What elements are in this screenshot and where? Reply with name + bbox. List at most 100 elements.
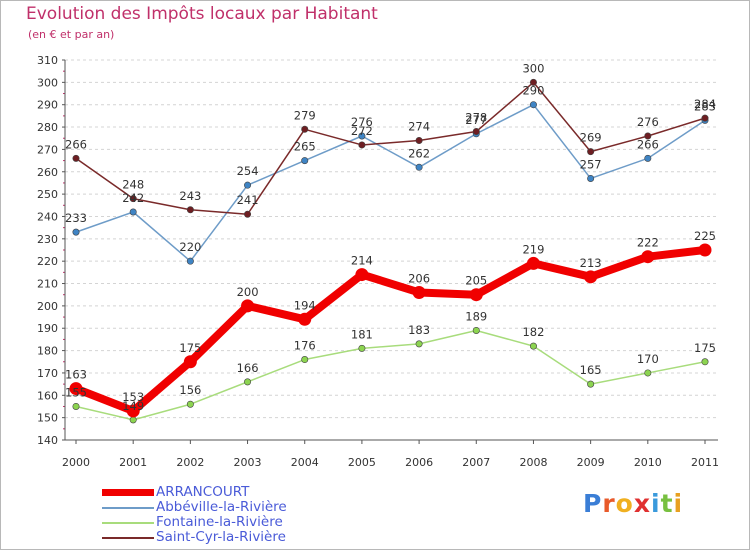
data-point-arrancourt-2002 <box>183 355 197 369</box>
legend-label-abbeville: Abbéville-la-Rivière <box>156 499 287 515</box>
data-label-fontaine-la-rivi-re-2002: 156 <box>179 383 201 397</box>
y-tick-label-250: 250 <box>37 188 58 201</box>
legend-swatch-saint-cyr <box>102 536 154 539</box>
data-point-fontaine-la-rivi-re-2011 <box>701 358 709 366</box>
data-point-arrancourt-2001 <box>126 404 140 418</box>
x-tick-label-2006: 2006 <box>405 456 433 469</box>
x-tick-label-2009: 2009 <box>577 456 605 469</box>
proxiti-logo: Proxiti <box>583 489 683 518</box>
legend-item-abbeville[interactable]: Abbéville-la-Rivière <box>102 500 287 515</box>
data-label-saint-cyr-la-rivi-re-2008: 300 <box>522 61 544 75</box>
data-point-arrancourt-2005 <box>355 268 369 282</box>
data-point-abb-ville-la-rivi-re-2002 <box>186 257 194 265</box>
data-label-abb-ville-la-rivi-re-2006: 262 <box>408 146 430 160</box>
y-tick-label-290: 290 <box>37 99 58 112</box>
data-label-fontaine-la-rivi-re-2008: 182 <box>522 325 544 339</box>
data-label-arrancourt-2001: 153 <box>122 390 144 404</box>
data-point-saint-cyr-la-rivi-re-2009 <box>587 148 595 156</box>
logo-letter: i <box>673 489 684 518</box>
data-point-fontaine-la-rivi-re-2000 <box>72 402 80 410</box>
y-tick-label-180: 180 <box>37 345 58 358</box>
data-label-saint-cyr-la-rivi-re-2000: 266 <box>65 137 87 151</box>
data-point-abb-ville-la-rivi-re-2000 <box>72 228 80 236</box>
data-label-abb-ville-la-rivi-re-2003: 254 <box>237 164 259 178</box>
data-label-saint-cyr-la-rivi-re-2004: 279 <box>294 108 316 122</box>
data-point-abb-ville-la-rivi-re-2003 <box>244 181 252 189</box>
data-point-fontaine-la-rivi-re-2009 <box>587 380 595 388</box>
legend: ARRANCOURT Abbéville-la-Rivière Fontaine… <box>102 485 287 545</box>
data-label-abb-ville-la-rivi-re-2001: 242 <box>122 191 144 205</box>
data-label-arrancourt-2008: 219 <box>522 242 544 256</box>
legend-item-saint-cyr[interactable]: Saint-Cyr-la-Rivière <box>102 530 287 545</box>
data-point-arrancourt-2008 <box>526 256 540 270</box>
data-point-arrancourt-2007 <box>469 288 483 302</box>
data-label-abb-ville-la-rivi-re-2002: 220 <box>179 240 201 254</box>
logo-letter: r <box>602 489 616 518</box>
data-point-fontaine-la-rivi-re-2005 <box>358 344 366 352</box>
data-label-arrancourt-2009: 213 <box>580 256 602 270</box>
data-point-abb-ville-la-rivi-re-2004 <box>301 157 309 165</box>
data-label-arrancourt-2003: 200 <box>237 285 259 299</box>
grid-layer <box>65 59 718 419</box>
data-label-abb-ville-la-rivi-re-2008: 290 <box>522 84 544 98</box>
chart-title: Evolution des Impôts locaux par Habitant <box>26 4 378 24</box>
data-label-saint-cyr-la-rivi-re-2007: 278 <box>465 111 487 125</box>
y-tick-label-170: 170 <box>37 367 58 380</box>
logo-letter: t <box>660 489 674 518</box>
data-point-saint-cyr-la-rivi-re-2001 <box>129 195 137 203</box>
data-label-saint-cyr-la-rivi-re-2006: 274 <box>408 119 430 133</box>
y-tick-label-200: 200 <box>37 300 58 313</box>
data-point-fontaine-la-rivi-re-2006 <box>415 340 423 348</box>
data-label-saint-cyr-la-rivi-re-2002: 243 <box>179 189 201 203</box>
legend-item-fontaine[interactable]: Fontaine-la-Rivière <box>102 515 287 530</box>
legend-swatch-fontaine <box>102 521 154 524</box>
series-line-fontaine-la-rivi-re <box>75 329 706 421</box>
series-layer <box>69 78 712 424</box>
data-label-abb-ville-la-rivi-re-2010: 266 <box>637 137 659 151</box>
data-point-arrancourt-2004 <box>298 312 312 326</box>
data-point-abb-ville-la-rivi-re-2008 <box>529 101 537 109</box>
y-tick-label-310: 310 <box>37 54 58 67</box>
data-label-arrancourt-2010: 222 <box>637 236 659 250</box>
data-label-arrancourt-2002: 175 <box>179 341 201 355</box>
data-label-abb-ville-la-rivi-re-2005: 276 <box>351 115 373 129</box>
data-point-abb-ville-la-rivi-re-2001 <box>129 208 137 216</box>
data-label-layer: 233 242 220 254 265 276 262 277 290 257 266 283 155 1… <box>65 61 716 413</box>
data-label-arrancourt-2004: 194 <box>294 298 316 312</box>
data-label-fontaine-la-rivi-re-2004: 176 <box>294 339 316 353</box>
legend-label-arrancourt: ARRANCOURT <box>156 484 250 500</box>
series-line-abb-ville-la-rivi-re <box>75 103 706 262</box>
y-tick-label-190: 190 <box>37 322 58 335</box>
data-point-arrancourt-2003 <box>241 299 255 313</box>
data-label-arrancourt-2005: 214 <box>351 254 373 268</box>
data-label-arrancourt-2006: 206 <box>408 271 430 285</box>
data-label-fontaine-la-rivi-re-2001: 149 <box>122 399 144 413</box>
legend-swatch-abbeville <box>102 506 154 509</box>
y-tick-label-260: 260 <box>37 166 58 179</box>
y-tick-label-280: 280 <box>37 121 58 134</box>
y-tick-label-140: 140 <box>37 434 58 447</box>
y-tick-label-240: 240 <box>37 210 58 223</box>
legend-swatch-arrancourt <box>102 489 154 496</box>
x-tick-label-2004: 2004 <box>291 456 319 469</box>
data-point-arrancourt-2000 <box>69 382 83 396</box>
x-tick-label-2005: 2005 <box>348 456 376 469</box>
series-line-arrancourt <box>72 246 709 415</box>
data-label-saint-cyr-la-rivi-re-2003: 241 <box>237 193 259 207</box>
data-point-saint-cyr-la-rivi-re-2006 <box>415 136 423 144</box>
data-point-saint-cyr-la-rivi-re-2010 <box>644 132 652 140</box>
y-tick-label-300: 300 <box>37 76 58 89</box>
logo-letter: i <box>651 489 661 518</box>
data-point-fontaine-la-rivi-re-2004 <box>301 356 309 364</box>
chart-subtitle: (en € et par an) <box>28 28 115 41</box>
data-label-arrancourt-2011: 225 <box>694 229 716 243</box>
x-tick-label-2001: 2001 <box>119 456 147 469</box>
data-label-fontaine-la-rivi-re-2009: 165 <box>580 363 602 377</box>
x-tick-label-2011: 2011 <box>691 456 719 469</box>
legend-item-arrancourt[interactable]: ARRANCOURT <box>102 485 287 500</box>
data-label-saint-cyr-la-rivi-re-2005: 272 <box>351 124 373 138</box>
y-tick-label-230: 230 <box>37 233 58 246</box>
series-line-saint-cyr-la-rivi-re <box>75 81 706 215</box>
data-point-saint-cyr-la-rivi-re-2004 <box>301 125 309 133</box>
